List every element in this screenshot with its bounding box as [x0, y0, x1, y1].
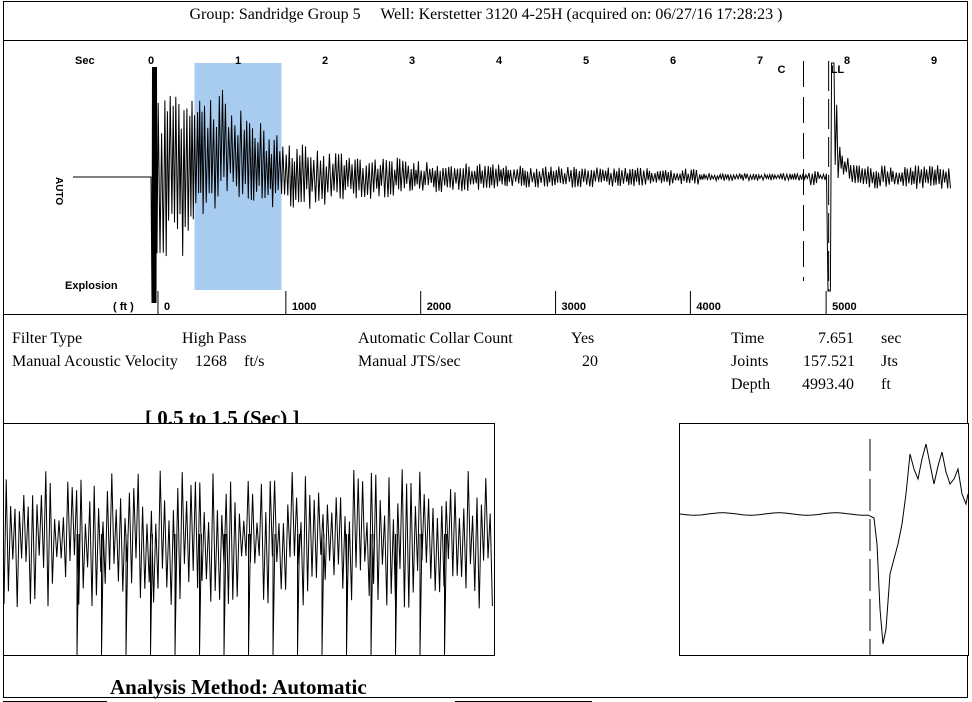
liquid-level-trace-svg	[680, 439, 968, 655]
depth-tick-label: 2000	[427, 301, 451, 313]
y-axis-label: AUTO	[53, 177, 64, 205]
auto-collar-label: Automatic Collar Count	[358, 330, 513, 347]
depth-value: 4993.40	[802, 376, 854, 393]
depth-unit-label: ( ft )	[113, 301, 134, 313]
x-tick-label: 2	[322, 55, 328, 67]
joints-value: 157.521	[803, 353, 855, 370]
depth-unit: ft	[881, 376, 891, 393]
depth-tick-label: 5000	[832, 301, 856, 313]
filter-type-value: High Pass	[182, 330, 247, 347]
depth-tick-label: 1000	[292, 301, 316, 313]
x-tick-label: 7	[757, 55, 763, 67]
acoustic-trace-line	[73, 62, 951, 304]
joints-unit: Jts	[881, 353, 898, 370]
report-header: Group: Sandridge Group 5 Well: Kerstette…	[0, 6, 972, 24]
acoustic-trace-svg: Sec 0 1 2 3 4 5 6 7 8 9 AUTO C LL Explosion ( ft )…	[53, 55, 951, 314]
x-unit-label: Sec	[75, 55, 95, 67]
liquid-level-marker-label: LL	[831, 64, 845, 76]
x-tick-label: 6	[670, 55, 676, 67]
depth-tick-label: 4000	[696, 301, 720, 313]
velocity-unit: ft/s	[244, 353, 265, 370]
auto-collar-value: Yes	[571, 330, 595, 347]
analysis-method-title: Analysis Method: Automatic	[110, 675, 367, 699]
x-tick-label: 5	[583, 55, 589, 67]
x-tick-label: 9	[931, 55, 937, 67]
liquid-level-trace-line	[680, 443, 968, 645]
x-tick-label: 1	[235, 55, 241, 67]
x-tick-label: 4	[496, 55, 503, 67]
explosion-label: Explosion	[65, 280, 118, 292]
time-value: 7.651	[818, 330, 854, 347]
time-label: Time	[731, 330, 765, 347]
collar-marker-label: C	[778, 64, 786, 76]
x-tick-label: 3	[409, 55, 415, 67]
velocity-value: 1268	[195, 353, 227, 370]
joints-label: Joints	[731, 353, 769, 370]
filter-type-label: Filter Type	[12, 330, 83, 347]
depth-label: Depth	[731, 376, 771, 393]
zoom-trace-svg	[4, 469, 493, 655]
report-frame	[3, 1, 968, 698]
liquid-level-window-box[interactable]	[679, 423, 969, 656]
depth-tick-label: 0	[164, 301, 170, 313]
group-name: Group: Sandridge Group 5	[189, 6, 361, 23]
x-tick-label: 0	[148, 55, 154, 67]
acoustic-trace-chart[interactable]: Sec 0 1 2 3 4 5 6 7 8 9 AUTO C LL Explosion ( ft )…	[3, 40, 968, 315]
jts-value: 20	[582, 353, 598, 370]
zoom-trace-line	[4, 469, 493, 655]
velocity-label: Manual Acoustic Velocity	[12, 353, 178, 370]
depth-tick-label: 3000	[562, 301, 586, 313]
well-info: Well: Kerstetter 3120 4-25H (acquired on…	[380, 6, 783, 23]
jts-label: Manual JTS/sec	[358, 353, 461, 370]
time-unit: sec	[881, 330, 902, 347]
zoom-window-box[interactable]	[3, 423, 495, 656]
x-tick-label: 8	[844, 55, 850, 67]
